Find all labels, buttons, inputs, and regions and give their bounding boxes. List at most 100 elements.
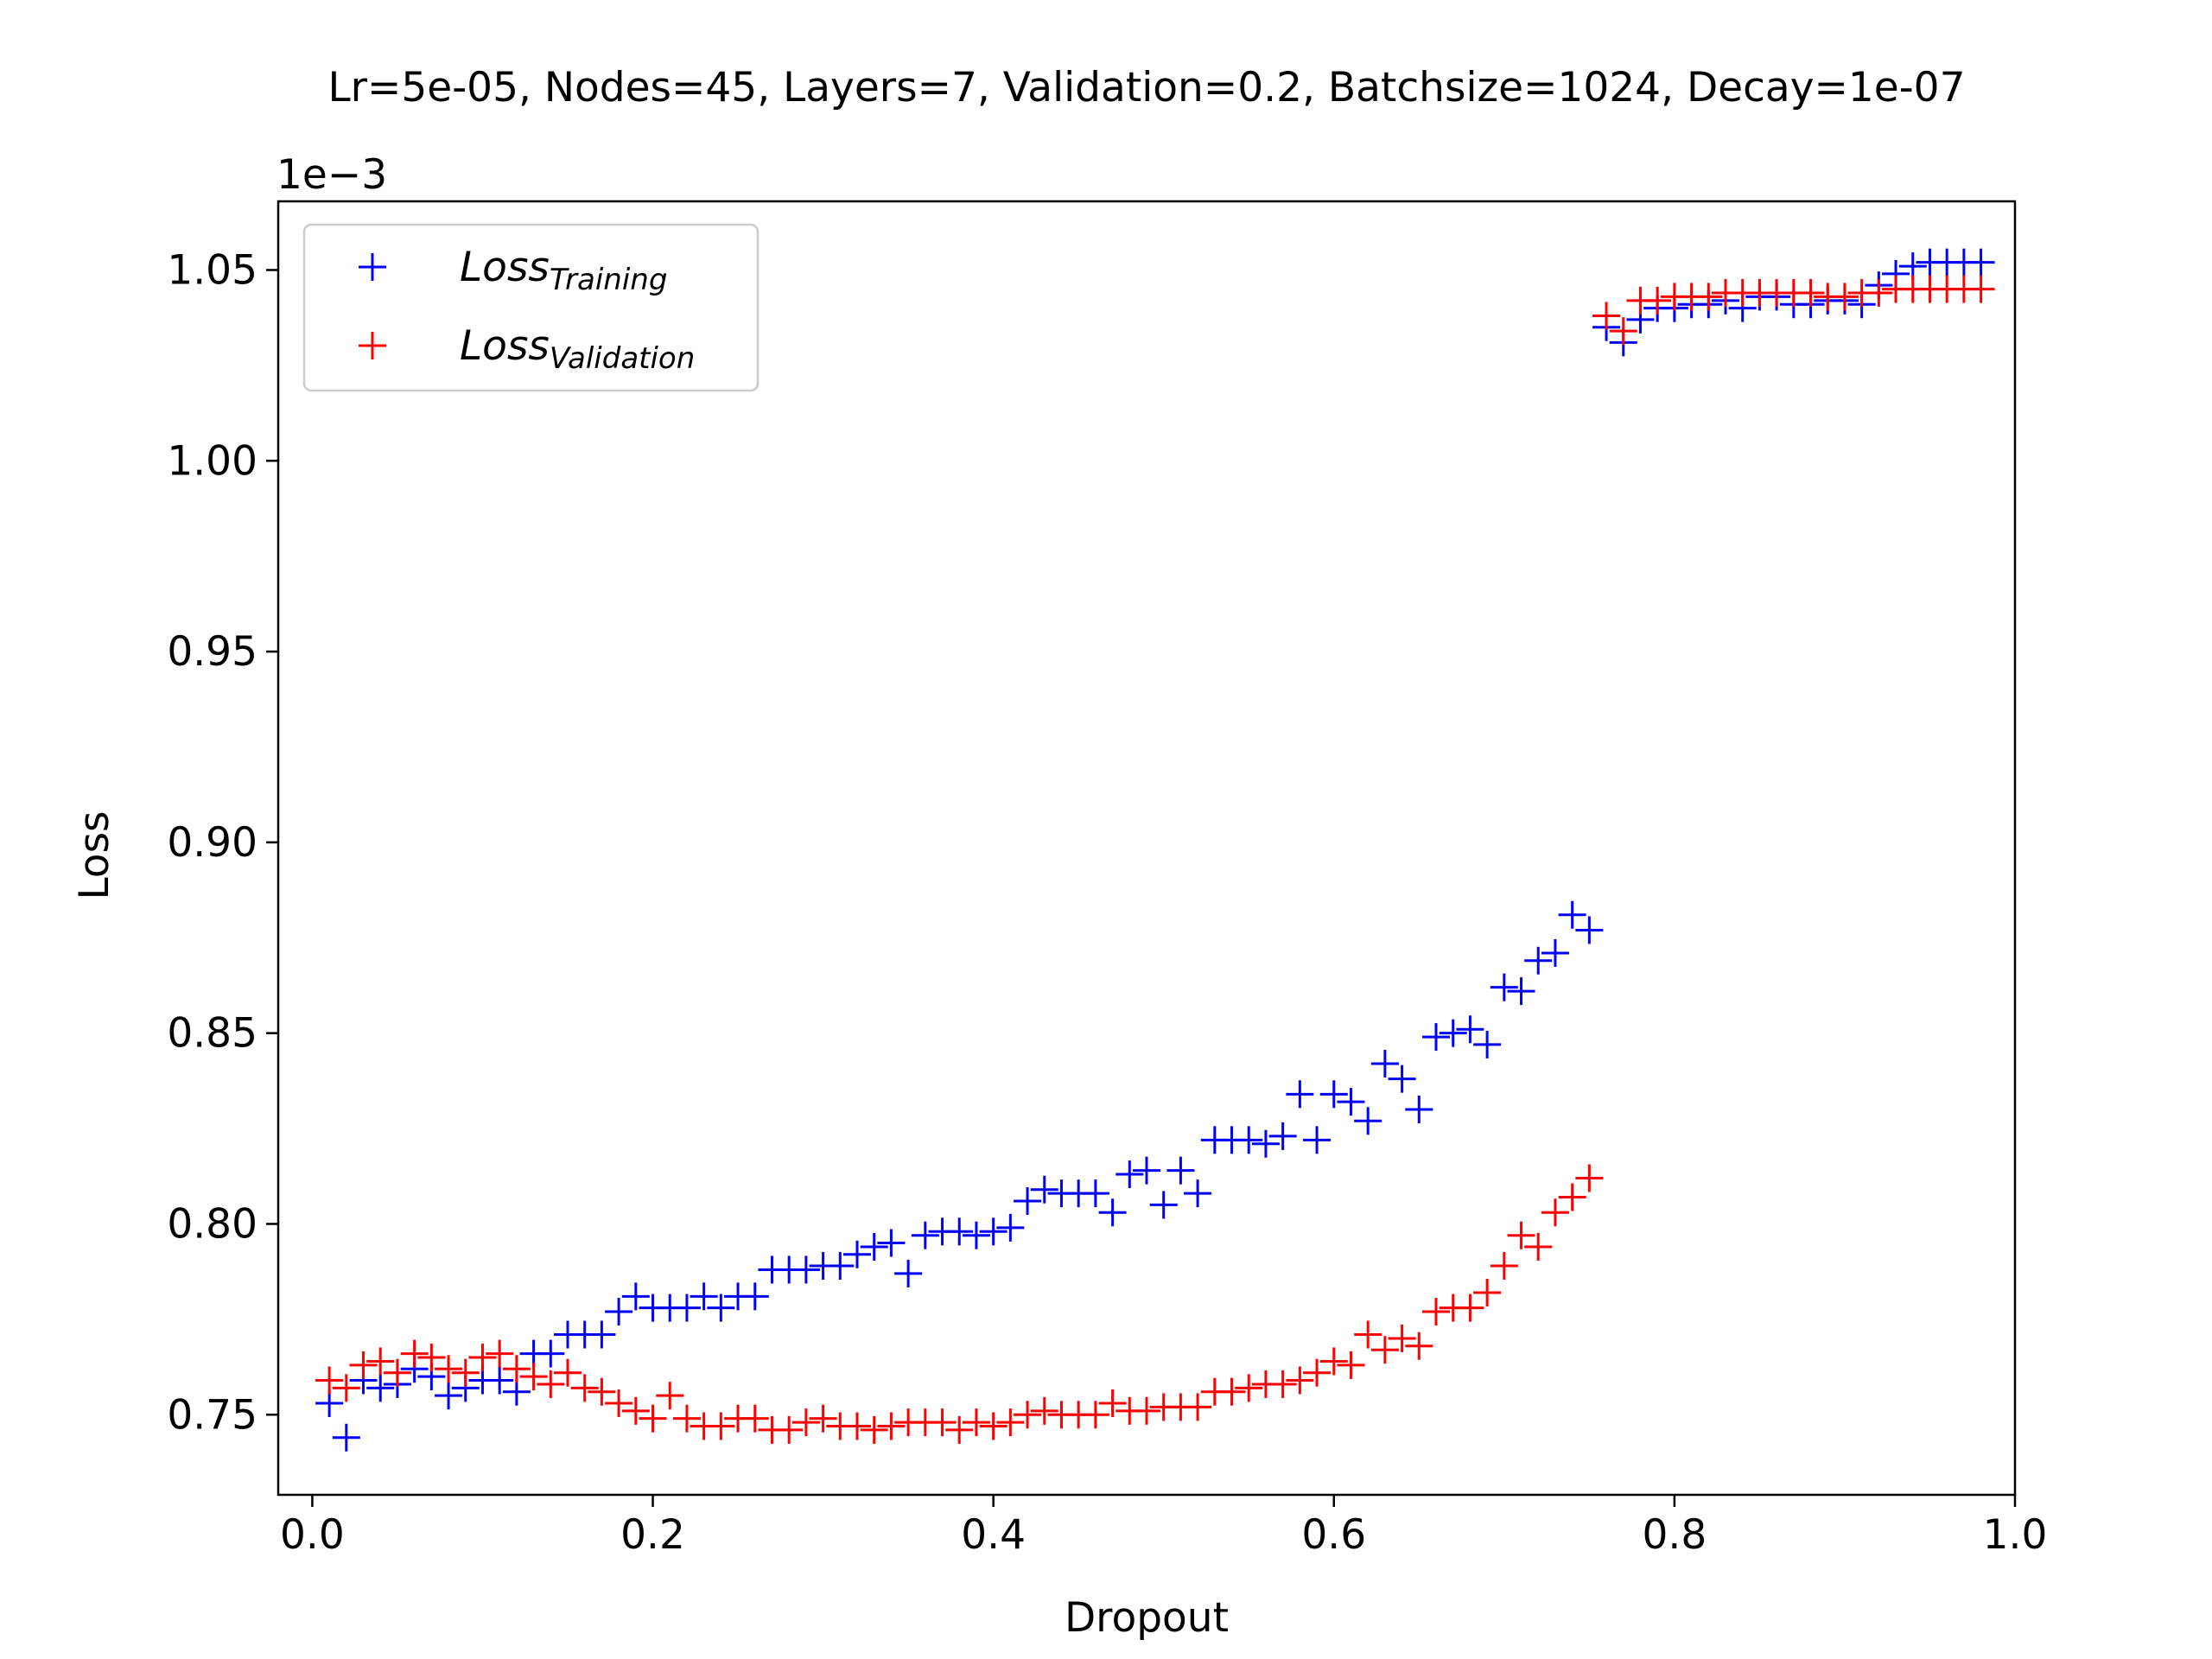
data-point-validation [383, 1358, 411, 1387]
data-point-training [843, 1240, 871, 1268]
data-point-training [1098, 1198, 1127, 1227]
data-point-training [672, 1294, 701, 1322]
data-point-validation [1405, 1332, 1433, 1360]
data-point-validation [502, 1355, 531, 1383]
data-point-validation [605, 1389, 633, 1418]
y-tick-label: 0.75 [167, 1391, 257, 1439]
chart-title: Lr=5e-05, Nodes=45, Layers=7, Validation… [328, 64, 1966, 111]
data-point-validation [1217, 1377, 1246, 1406]
y-tick-label: 0.90 [167, 819, 257, 867]
legend-label-validation: LossValidation [460, 322, 695, 376]
data-point-validation [1592, 302, 1621, 330]
data-point-validation [672, 1404, 701, 1433]
data-point-validation [1524, 1232, 1553, 1261]
y-tick-label: 0.85 [167, 1010, 257, 1058]
data-point-training [1422, 1023, 1450, 1052]
data-point-validation [741, 1404, 769, 1433]
data-point-training [791, 1255, 820, 1284]
y-tick-label: 0.80 [167, 1200, 257, 1248]
data-point-training [741, 1282, 769, 1311]
data-point-validation [639, 1404, 667, 1433]
data-point-validation [554, 1358, 582, 1387]
data-point-training [1456, 1015, 1484, 1044]
data-point-training [1967, 248, 1995, 276]
data-point-training [1235, 1126, 1263, 1154]
data-point-training [962, 1221, 990, 1249]
y-tick-label: 1.00 [167, 437, 257, 485]
data-point-validation [1422, 1298, 1450, 1326]
data-point-validation [1473, 1278, 1502, 1306]
x-tick-label: 0.4 [961, 1511, 1026, 1559]
data-point-validation [775, 1415, 804, 1444]
data-point-training [996, 1213, 1025, 1242]
data-point-validation [843, 1412, 871, 1440]
data-point-training [1388, 1065, 1416, 1093]
legend-label-training-sub: Training [550, 263, 668, 297]
x-tick-label: 1.0 [1983, 1511, 2048, 1559]
data-point-training [1370, 1050, 1399, 1077]
data-point-training [1490, 973, 1518, 1001]
plot-area [276, 200, 2017, 1497]
legend-box [302, 223, 760, 392]
data-point-training [826, 1252, 855, 1281]
data-point-validation [349, 1351, 378, 1379]
data-point-validation [588, 1377, 616, 1406]
data-point-validation [1609, 317, 1637, 346]
x-tick-label: 0.6 [1301, 1511, 1366, 1559]
series-validation [315, 275, 1995, 1444]
y-tick-label: 0.95 [167, 628, 257, 676]
x-axis-ticks: 0.0 0.2 0.4 0.6 0.8 1.0 [280, 1495, 2047, 1559]
data-point-validation [1388, 1324, 1416, 1352]
data-point-validation [400, 1339, 429, 1368]
data-point-validation [860, 1415, 888, 1444]
data-point-validation [809, 1404, 837, 1433]
y-tick-label: 1.05 [167, 246, 257, 294]
data-point-validation [332, 1374, 360, 1402]
data-point-training [979, 1217, 1007, 1246]
data-point-validation [1081, 1401, 1109, 1429]
data-point-training [1558, 900, 1586, 929]
data-point-validation [1541, 1198, 1569, 1227]
data-point-validation [656, 1382, 684, 1410]
legend-label-training: LossTraining [460, 244, 667, 297]
data-point-training [486, 1366, 514, 1395]
x-tick-label: 0.0 [280, 1511, 345, 1559]
data-point-training [1184, 1179, 1212, 1208]
data-point-validation [1098, 1389, 1127, 1418]
data-point-training [1354, 1107, 1382, 1135]
data-point-training [621, 1282, 650, 1311]
x-axis-label: Dropout [1065, 1594, 1229, 1642]
data-point-training [1541, 938, 1569, 967]
data-point-validation [945, 1415, 974, 1444]
legend-marker-validation [359, 332, 386, 359]
data-point-training [1166, 1156, 1195, 1185]
data-point-training [690, 1282, 718, 1311]
data-point-training [1439, 1019, 1467, 1047]
data-point-training [1303, 1126, 1332, 1154]
data-point-validation [1235, 1374, 1263, 1402]
data-point-validation [1133, 1396, 1160, 1425]
data-point-validation [486, 1339, 514, 1368]
data-point-validation [1967, 275, 1995, 303]
data-point-validation [979, 1412, 1007, 1440]
y-axis-label: Loss [71, 810, 118, 899]
data-point-training [1575, 916, 1604, 944]
data-point-validation [928, 1408, 957, 1437]
data-point-training [332, 1423, 360, 1452]
data-point-validation [791, 1408, 820, 1437]
data-point-training [366, 1374, 395, 1402]
data-point-training [877, 1229, 906, 1257]
legend-label-validation-main: Loss [460, 322, 550, 370]
data-point-training [537, 1339, 565, 1368]
data-point-validation [1490, 1252, 1518, 1281]
data-point-validation [1558, 1183, 1586, 1211]
data-point-validation [570, 1374, 599, 1402]
legend: LossTraining LossValidation [302, 223, 760, 392]
series-layer [315, 248, 1995, 1452]
data-point-validation [1184, 1393, 1212, 1421]
data-point-validation [1575, 1164, 1604, 1192]
data-point-training [707, 1294, 735, 1322]
data-point-validation [519, 1363, 548, 1391]
data-point-validation [1370, 1336, 1399, 1364]
x-tick-label: 0.2 [620, 1511, 685, 1559]
